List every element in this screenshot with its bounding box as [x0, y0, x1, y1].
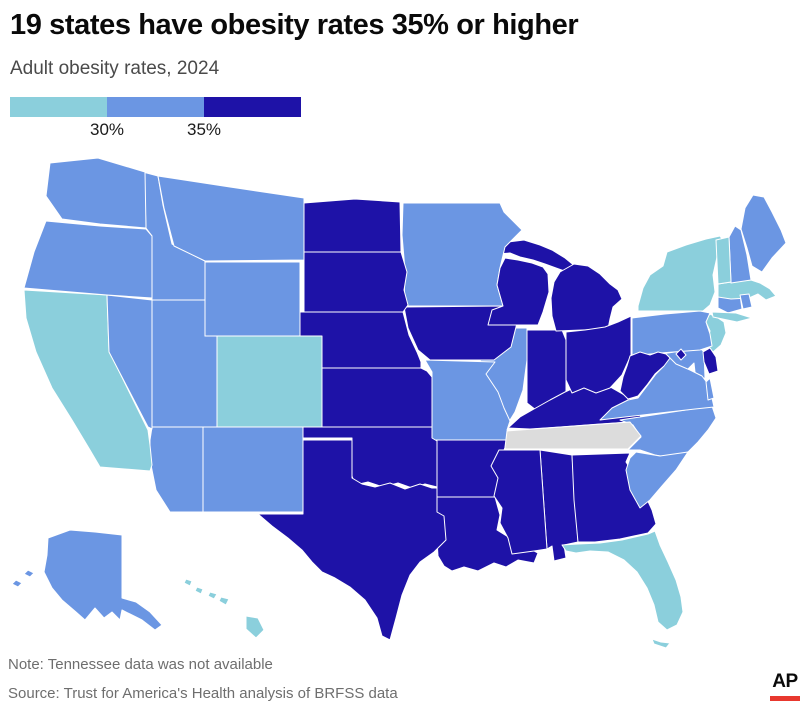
state-hawaii: Hawaii — [207, 591, 218, 600]
state-michigan: Michigan — [550, 263, 623, 332]
state-pennsylvania: Pennsylvania — [631, 310, 713, 357]
chart-subtitle: Adult obesity rates, 2024 — [10, 58, 220, 79]
state-new-york: New York — [711, 311, 753, 323]
state-montana: Montana — [157, 175, 305, 262]
ap-logo-text: AP — [772, 671, 798, 692]
state-delaware: Delaware — [702, 347, 719, 375]
state-kansas: Kansas — [321, 367, 433, 428]
legend-swatch-under-30 — [10, 97, 107, 117]
state-south-dakota: South Dakota — [303, 251, 409, 313]
state-washington: Washington — [45, 157, 147, 229]
state-wisconsin: Wisconsin — [487, 257, 550, 326]
state-virginia: Virginia — [705, 377, 715, 401]
state-district-of-columbia: District of Columbia — [675, 348, 687, 361]
state-virginia: Virginia — [599, 355, 715, 421]
state-hawaii: Hawaii — [218, 596, 230, 606]
state-texas: Texas — [257, 439, 447, 641]
state-georgia: Georgia — [571, 452, 657, 543]
state-rhode-island: Rhode Island — [739, 293, 753, 310]
ap-logo-underline — [770, 696, 800, 701]
state-west-virginia: West Virginia — [619, 351, 671, 400]
state-maine: Maine — [740, 194, 787, 273]
state-hawaii: Hawaii — [245, 615, 265, 639]
state-mississippi: Mississippi — [490, 449, 548, 555]
legend: 30% 35% — [10, 97, 301, 141]
state-alaska: Alaska — [43, 529, 163, 631]
state-north-dakota: North Dakota — [303, 198, 402, 253]
state-south-carolina: South Carolina — [625, 451, 689, 509]
footnote: Note: Tennessee data was not available — [8, 656, 273, 673]
legend-swatch-35-plus — [204, 97, 301, 117]
state-wyoming: Wyoming — [204, 261, 301, 337]
legend-tick-30: 30% — [89, 120, 125, 139]
state-florida: Florida — [651, 638, 671, 649]
state-hawaii: Hawaii — [194, 586, 204, 595]
state-arizona: Arizona — [149, 426, 204, 513]
page-title: 19 states have obesity rates 35% or high… — [10, 9, 579, 41]
state-colorado: Colorado — [216, 335, 323, 428]
state-ohio: Ohio — [565, 315, 632, 394]
state-new-mexico: New Mexico — [202, 426, 304, 513]
source-line: Source: Trust for America's Health analy… — [8, 685, 398, 702]
state-new-york: New York — [637, 235, 725, 312]
legend-color-bar — [10, 97, 301, 117]
state-alaska: Alaska — [11, 579, 23, 588]
state-florida: Florida — [561, 530, 684, 631]
state-oregon: Oregon — [23, 220, 153, 299]
state-tennessee: Tennessee — [504, 421, 642, 450]
ap-logo: AP — [769, 671, 801, 701]
state-new-hampshire: New Hampshire — [728, 225, 752, 284]
state-nevada: Nevada — [106, 294, 153, 430]
state-alaska: Alaska — [23, 569, 35, 578]
state-vermont: Vermont — [715, 236, 732, 285]
state-hawaii: Hawaii — [183, 578, 193, 587]
legend-swatch-30-to-35 — [107, 97, 204, 117]
state-nebraska: Nebraska — [299, 311, 422, 369]
legend-tick-35: 35% — [186, 120, 222, 139]
